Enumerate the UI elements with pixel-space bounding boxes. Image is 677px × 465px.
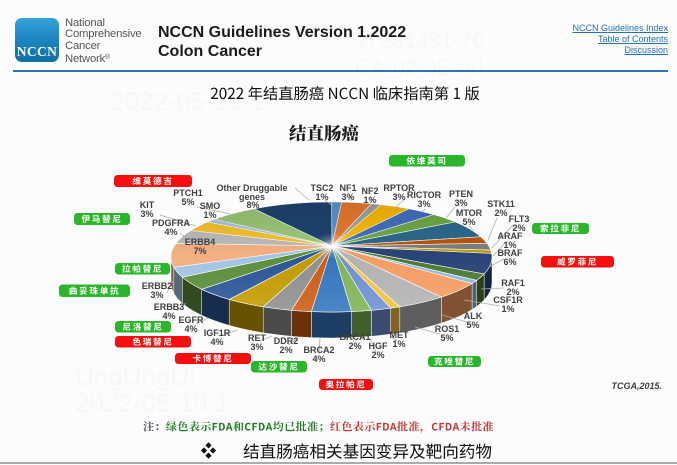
svg-text:3%: 3% [392, 192, 405, 202]
svg-text:PDGFRA: PDGFRA [152, 218, 191, 228]
svg-text:3%: 3% [150, 290, 163, 300]
svg-text:RET: RET [248, 333, 267, 343]
svg-text:CA-02-9E-ed: CA-02-9E-ed [355, 55, 483, 80]
svg-text:ROS1: ROS1 [435, 324, 460, 334]
svg-text:ERBB2: ERBB2 [142, 281, 173, 291]
svg-text:8%: 8% [246, 200, 259, 210]
svg-text:NF2: NF2 [361, 186, 378, 196]
svg-text:Other Druggable: Other Druggable [216, 183, 287, 193]
svg-text:EGFR: EGFR [178, 315, 204, 325]
svg-text:RICTOR: RICTOR [407, 190, 442, 200]
svg-text:1%: 1% [392, 339, 405, 349]
svg-text:HGF: HGF [369, 341, 389, 351]
svg-text:1%: 1% [363, 195, 376, 205]
svg-text:3%: 3% [417, 199, 430, 209]
svg-text:MET: MET [390, 330, 410, 340]
svg-text:genes: genes [239, 192, 265, 202]
svg-text:TSC2: TSC2 [310, 183, 333, 193]
svg-text:3%: 3% [454, 198, 467, 208]
svg-text:1%: 1% [203, 210, 216, 220]
svg-text:IGF1R: IGF1R [204, 328, 231, 338]
svg-text:2%: 2% [279, 345, 292, 355]
svg-text:4%: 4% [210, 337, 223, 347]
svg-text:2%: 2% [371, 350, 384, 360]
svg-text:ALK: ALK [464, 311, 483, 321]
svg-text:5%: 5% [181, 197, 194, 207]
svg-text:FLT3: FLT3 [509, 214, 530, 224]
svg-text:1%: 1% [501, 304, 514, 314]
svg-text:2%: 2% [348, 341, 361, 351]
svg-text:UngUngUI: UngUngUI [75, 361, 196, 391]
svg-text:5%: 5% [440, 333, 453, 343]
svg-text:6%: 6% [503, 257, 516, 267]
svg-text:DDR2: DDR2 [274, 336, 299, 346]
svg-text:SMO: SMO [200, 201, 221, 211]
svg-text:2%: 2% [506, 287, 519, 297]
svg-text:3%: 3% [140, 209, 153, 219]
svg-text:STK11: STK11 [487, 199, 515, 209]
svg-text:3%: 3% [341, 192, 354, 202]
svg-text:MTOR: MTOR [456, 208, 483, 218]
svg-text:5%: 5% [462, 217, 475, 227]
svg-text:RPTOR: RPTOR [383, 183, 415, 193]
svg-text:4%: 4% [162, 311, 175, 321]
svg-text:BRCA2: BRCA2 [303, 345, 334, 355]
svg-text:TCGA,2015.: TCGA,2015. [611, 381, 662, 391]
svg-text:1%: 1% [503, 240, 516, 250]
svg-text:PTCH1: PTCH1 [173, 188, 203, 198]
svg-text:ARAF: ARAF [498, 231, 523, 241]
svg-text:RAF1: RAF1 [501, 278, 525, 288]
svg-text:2%: 2% [494, 208, 507, 218]
svg-text:4%: 4% [312, 354, 325, 364]
svg-text:2%: 2% [512, 223, 525, 233]
svg-text:7%: 7% [193, 246, 206, 256]
svg-text:2022-05-19 1: 2022-05-19 1 [75, 388, 230, 418]
svg-text:4%: 4% [164, 227, 177, 237]
svg-text:NF1: NF1 [339, 183, 356, 193]
svg-text:BRAF: BRAF [498, 248, 523, 258]
svg-text:KIT: KIT [140, 200, 155, 210]
svg-text:CSF1R: CSF1R [493, 295, 523, 305]
svg-text:BRCA1: BRCA1 [339, 332, 370, 342]
svg-text:17281431-70: 17281431-70 [355, 28, 485, 53]
svg-text:4%: 4% [184, 324, 197, 334]
svg-text:ERBB3: ERBB3 [154, 302, 185, 312]
svg-text:ERBB4: ERBB4 [185, 237, 216, 247]
svg-text:5%: 5% [466, 320, 479, 330]
svg-text:1%: 1% [315, 192, 328, 202]
svg-text:PTEN: PTEN [449, 189, 473, 199]
svg-text:3%: 3% [250, 342, 263, 352]
